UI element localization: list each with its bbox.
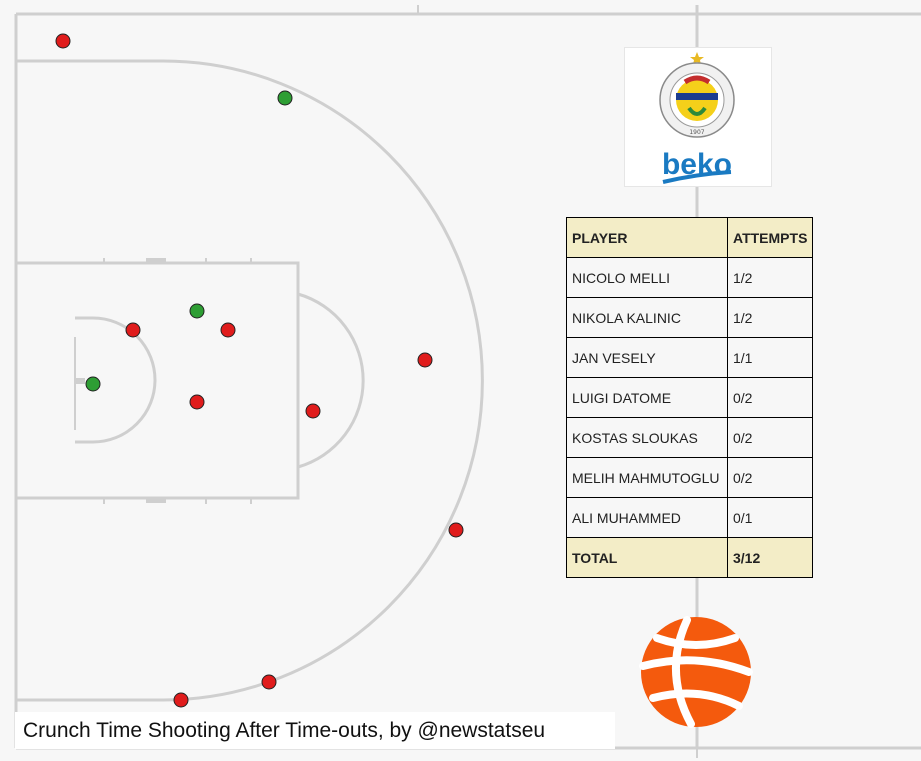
table-row: JAN VESELY 1/1 <box>566 337 814 378</box>
made-shot-point <box>189 303 205 319</box>
chart-title: Crunch Time Shooting After Time-outs, by… <box>15 712 615 749</box>
missed-shot-point <box>305 403 321 419</box>
shot-markers <box>55 33 464 708</box>
table-row: NIKOLA KALINIC 1/2 <box>566 297 814 338</box>
table-row: ALI MUHAMMED 0/1 <box>566 497 814 538</box>
player-attempts: 0/2 <box>726 417 814 458</box>
table-header-row: PLAYER ATTEMPTS <box>566 217 814 258</box>
player-attempts: 0/1 <box>726 497 814 538</box>
player-name: MELIH MAHMUTOGLU <box>566 457 728 498</box>
player-name: KOSTAS SLOUKAS <box>566 417 728 458</box>
missed-shot-point <box>261 674 277 690</box>
made-shot-point <box>277 90 293 106</box>
missed-shot-point <box>125 322 141 338</box>
player-name: JAN VESELY <box>566 337 728 378</box>
table-row: NICOLO MELLI 1/2 <box>566 257 814 298</box>
euroleague-ball-icon <box>639 616 753 728</box>
missed-shot-point <box>189 394 205 410</box>
header-player: PLAYER <box>566 217 728 258</box>
table-row: KOSTAS SLOUKAS 0/2 <box>566 417 814 458</box>
player-attempts: 1/2 <box>726 257 814 298</box>
player-attempts: 1/1 <box>726 337 814 378</box>
table-row: MELIH MAHMUTOGLU 0/2 <box>566 457 814 498</box>
table-row: LUIGI DATOME 0/2 <box>566 377 814 418</box>
header-attempts: ATTEMPTS <box>726 217 814 258</box>
player-attempts-table: PLAYER ATTEMPTS NICOLO MELLI 1/2 NIKOLA K… <box>566 217 814 578</box>
player-attempts: 1/2 <box>726 297 814 338</box>
player-name: NIKOLA KALINIC <box>566 297 728 338</box>
player-name: LUIGI DATOME <box>566 377 728 418</box>
missed-shot-point <box>417 352 433 368</box>
player-attempts: 0/2 <box>726 457 814 498</box>
made-shot-point <box>85 376 101 392</box>
player-name: NICOLO MELLI <box>566 257 728 298</box>
fenerbahce-crest-icon: 1907 beko <box>659 52 735 184</box>
missed-shot-point <box>55 33 71 49</box>
missed-shot-point <box>448 522 464 538</box>
total-attempts: 3/12 <box>726 537 814 578</box>
player-attempts: 0/2 <box>726 377 814 418</box>
missed-shot-point <box>173 692 189 708</box>
team-logo-panel: 1907 beko <box>624 47 772 187</box>
player-name: ALI MUHAMMED <box>566 497 728 538</box>
total-label: TOTAL <box>566 537 728 578</box>
crest-year: 1907 <box>689 129 704 136</box>
missed-shot-point <box>220 322 236 338</box>
table-total-row: TOTAL 3/12 <box>566 537 814 578</box>
